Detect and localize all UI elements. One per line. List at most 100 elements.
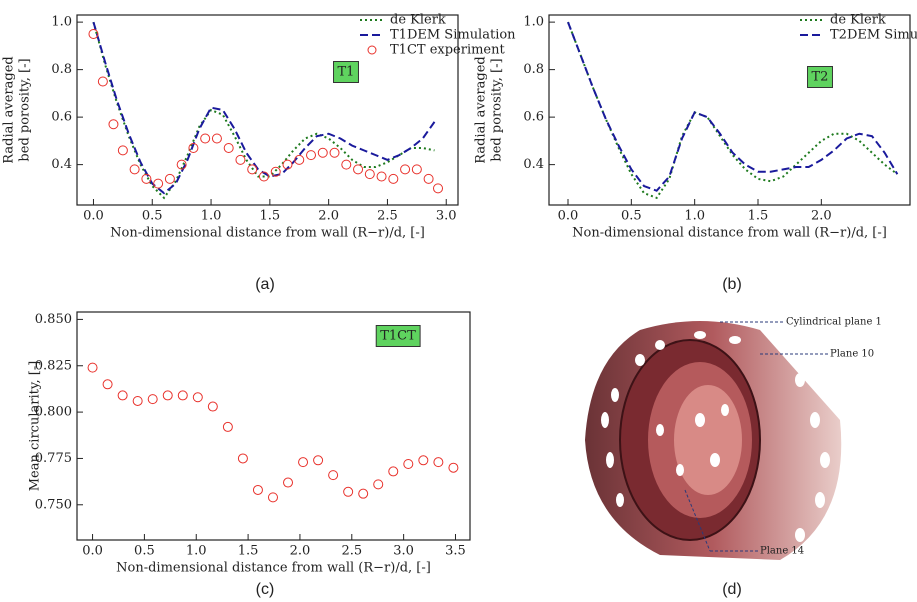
data-point: [247, 164, 258, 175]
cylinder-render: [585, 321, 842, 560]
data-point: [102, 379, 113, 390]
x-tick-label: 2.0: [318, 209, 339, 224]
caption: (d): [722, 581, 742, 598]
plane-label: Cylindrical plane 1: [786, 317, 882, 328]
data-point: [317, 147, 328, 158]
annotation-box: [807, 66, 833, 88]
x-tick-label: 0.5: [621, 209, 642, 224]
series-line: [567, 21, 898, 200]
data-point: [252, 484, 263, 495]
data-point: [328, 470, 339, 481]
data-point: [270, 166, 281, 177]
x-tick-label: 0.5: [142, 209, 163, 224]
data-point: [117, 145, 128, 156]
data-point: [388, 466, 399, 477]
y-tick-label: 0.775: [35, 451, 72, 466]
data-point: [373, 479, 384, 490]
x-axis-label: Non-dimensional distance from wall (R−r)…: [116, 561, 431, 576]
legend-label: de Klerk: [390, 13, 446, 28]
data-point: [294, 154, 305, 165]
data-point: [343, 486, 354, 497]
data-point: [400, 164, 411, 175]
y-tick-label: 0.8: [523, 62, 544, 77]
x-axis-label: Non-dimensional distance from wall (R−r)…: [572, 226, 887, 241]
data-point: [177, 390, 188, 401]
y-tick-label: 0.750: [35, 497, 72, 512]
x-tick-label: 2.0: [811, 209, 832, 224]
data-point: [376, 171, 387, 182]
data-point: [358, 488, 369, 499]
legend-label: T1CT experiment: [390, 43, 505, 58]
data-point: [147, 394, 158, 405]
data-point: [306, 150, 317, 161]
y-tick-label: 0.6: [523, 110, 544, 125]
plot-frame: [548, 14, 911, 206]
data-point: [364, 169, 375, 180]
x-tick-label: 3.5: [445, 544, 466, 559]
y-tick-label: 0.850: [35, 312, 72, 327]
y-tick-label: 0.825: [35, 358, 72, 373]
x-tick-label: 1.0: [684, 209, 705, 224]
y-tick-label: 0.4: [523, 157, 544, 172]
x-tick-label: 1.5: [238, 544, 259, 559]
data-point: [341, 159, 352, 170]
data-point: [207, 401, 218, 412]
y-axis-label: Radial averaged: [2, 56, 17, 163]
annotation-box: [375, 325, 421, 347]
y-tick-label: 0.8: [51, 62, 72, 77]
data-point: [258, 171, 269, 182]
data-point: [132, 395, 143, 406]
y-tick-label: 1.0: [523, 15, 544, 30]
annotation-box: [333, 61, 359, 83]
x-tick-label: 0.5: [134, 544, 155, 559]
data-point: [282, 159, 293, 170]
annotation: T1CT: [380, 329, 416, 344]
x-tick-label: 0.0: [558, 209, 579, 224]
data-point: [129, 164, 140, 175]
legend-label: de Klerk: [830, 13, 886, 28]
data-point: [411, 164, 422, 175]
x-tick-label: 1.0: [186, 544, 207, 559]
y-axis-label: Mean circularity, [-]: [28, 361, 43, 492]
x-tick-label: 1.0: [201, 209, 222, 224]
data-point: [223, 143, 234, 153]
plot-frame: [76, 311, 471, 541]
x-tick-label: 1.5: [260, 209, 281, 224]
data-point: [164, 173, 175, 184]
data-point: [353, 164, 364, 175]
data-point: [267, 492, 278, 503]
x-tick-label: 1.5: [748, 209, 769, 224]
data-point: [176, 159, 187, 170]
data-point: [108, 119, 119, 130]
series-line: [567, 21, 899, 192]
x-tick-label: 2.5: [341, 544, 362, 559]
data-point: [403, 459, 414, 469]
series-line: [92, 21, 435, 200]
series-line: [92, 21, 436, 195]
y-tick-label: 0.800: [35, 405, 72, 420]
data-point: [192, 392, 203, 403]
y-axis-label: bed porosity, [-]: [490, 58, 505, 161]
data-point: [200, 133, 211, 144]
x-tick-label: 3.0: [393, 544, 414, 559]
y-axis-label: bed porosity, [-]: [18, 58, 33, 161]
x-tick-label: 3.0: [436, 209, 457, 224]
data-point: [388, 173, 399, 184]
data-point: [222, 421, 233, 432]
data-point: [88, 29, 99, 39]
data-point: [329, 147, 340, 158]
y-axis-label: Radial averaged: [474, 56, 489, 163]
data-point: [418, 455, 429, 466]
y-tick-label: 0.4: [51, 157, 72, 172]
y-tick-label: 0.6: [51, 110, 72, 125]
data-point: [433, 457, 444, 468]
data-point: [237, 453, 248, 464]
data-point: [313, 455, 324, 466]
caption: (c): [256, 581, 275, 598]
data-point: [433, 183, 444, 194]
data-point: [141, 173, 152, 184]
data-point: [423, 173, 434, 184]
legend-label: T1DEM Simulation: [390, 28, 516, 43]
data-point: [117, 390, 128, 401]
